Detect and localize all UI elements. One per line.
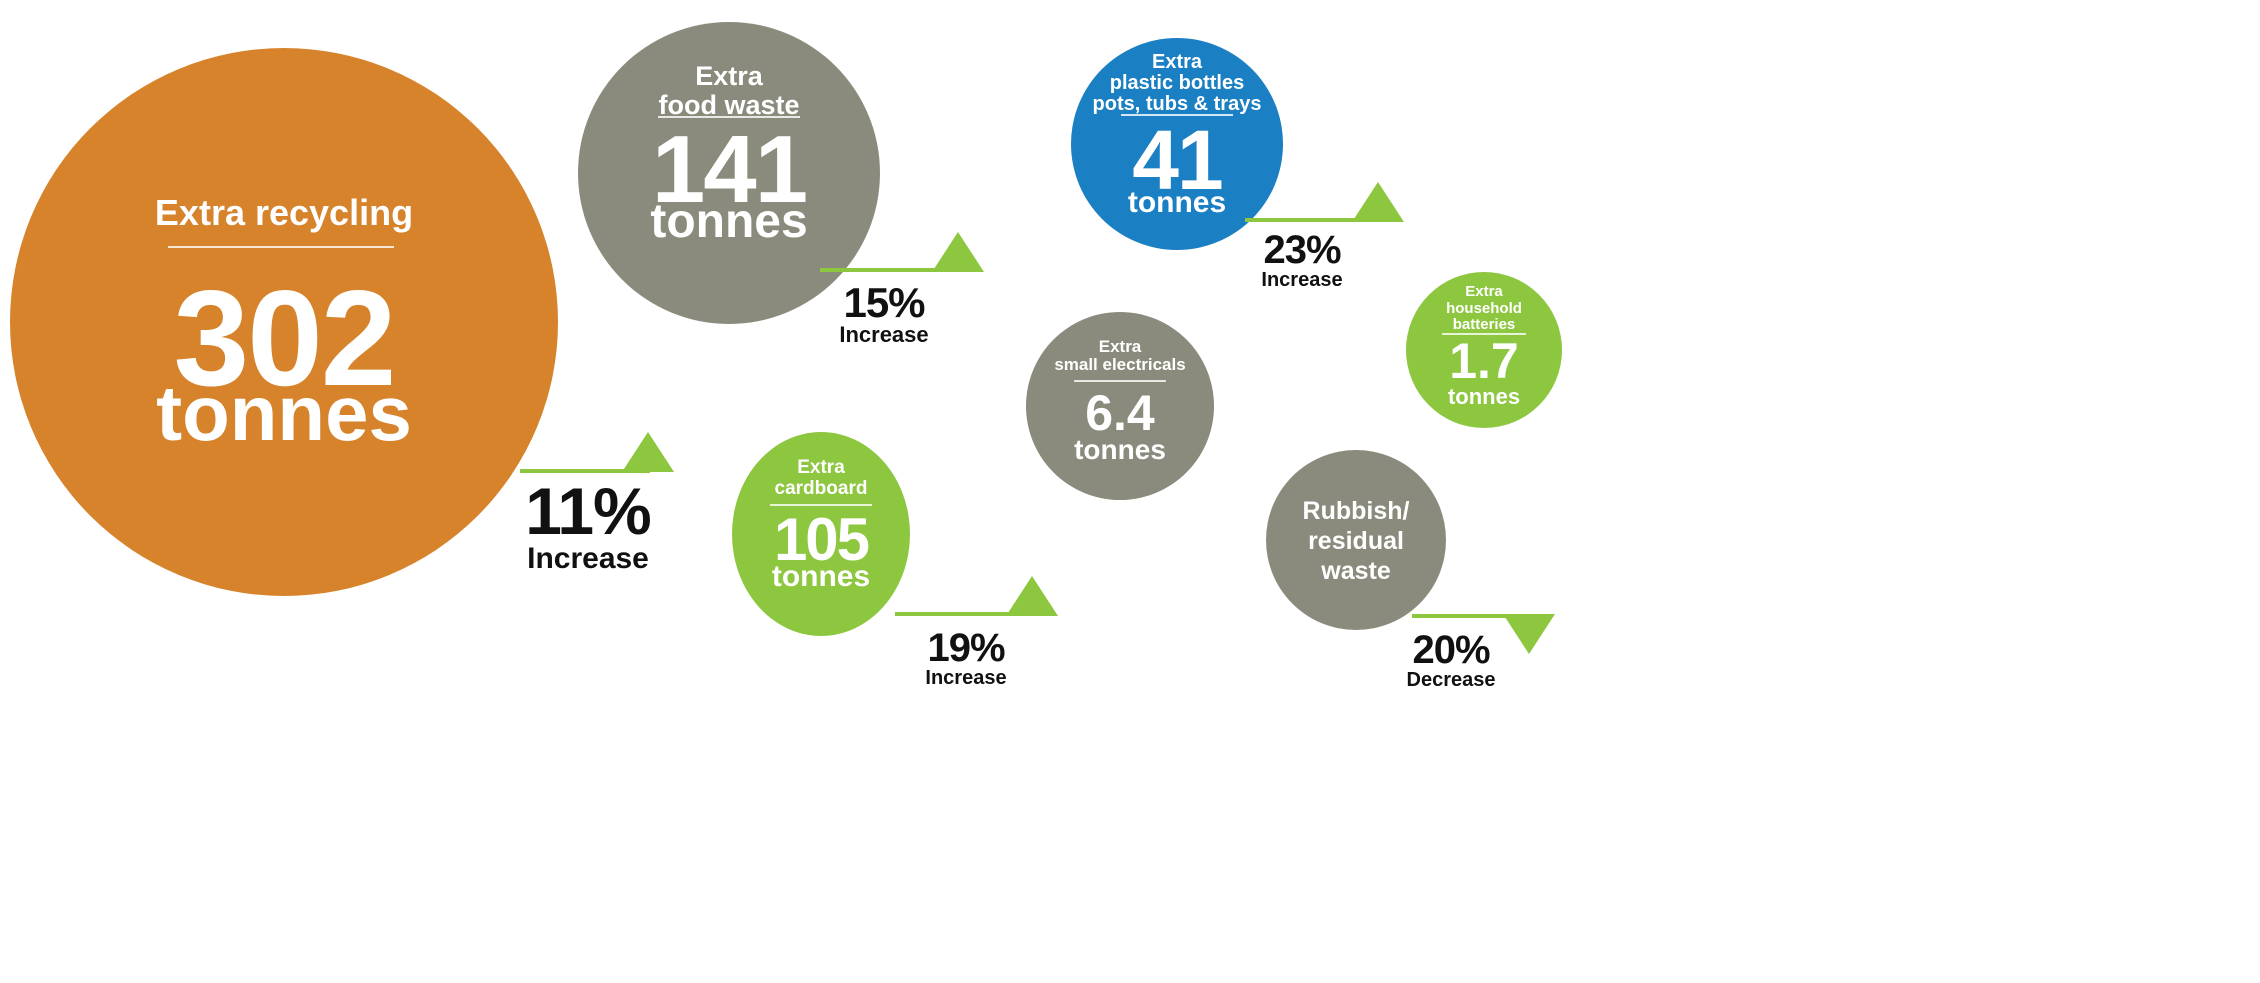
recycling-label: Extra recycling [154,192,414,233]
batteries-label-line-1: Extra [1465,283,1503,300]
cardboard-unit: tonnes [771,560,871,593]
food-waste-increase-arrow-icon [932,232,984,272]
recycling-change-direction: Increase [527,542,649,575]
cardboard-bubble: Extra cardboard 105 tonnes [732,432,910,636]
recycling-change-line [520,469,650,473]
cardboard-label-line-2: cardboard [774,477,868,499]
batteries-bubble: Extra household batteries 1.7 tonnes [1406,272,1562,428]
batteries-unit: tonnes [1447,384,1521,409]
cardboard-change: 19% Increase [916,628,1016,688]
food-waste-label-line-2: food waste [658,90,800,121]
food-waste-change-line [820,268,965,272]
electricals-label: Extra small electricals [1026,337,1214,375]
batteries-label: Extra household batteries [1406,283,1562,334]
electricals-label-line-1: Extra [1098,337,1142,356]
food-waste-value: 141 [651,116,808,223]
plastics-divider [1121,114,1233,116]
residual-waste-change-value: 20% [1412,628,1490,672]
batteries-label-line-3: batteries [1452,316,1516,333]
food-waste-change-value: 15% [843,279,925,326]
cardboard-value: 105 [773,506,870,573]
residual-waste-change-line [1412,614,1530,618]
cardboard-divider [770,504,872,506]
food-waste-label-line-1: Extra [695,61,763,91]
cardboard-change-value: 19% [927,626,1005,670]
plastics-change: 23% Increase [1250,230,1354,290]
recycling-unit: tonnes [156,369,412,457]
residual-waste-label-line-1: Rubbish/ [1302,497,1410,525]
cardboard-label: Extra cardboard [732,457,910,499]
plastics-change-value: 23% [1263,228,1341,272]
plastics-increase-arrow-icon [1352,182,1404,222]
cardboard-change-direction: Increase [925,667,1007,689]
recycling-change-value: 11% [525,474,651,548]
food-waste-change: 15% Increase [830,282,938,346]
plastics-change-line [1245,218,1385,222]
residual-waste-label-line-2: residual [1308,527,1404,555]
residual-waste-decrease-arrow-icon [1503,614,1555,654]
food-waste-bubble: Extra food waste 141 tonnes [578,22,880,324]
electricals-divider [1074,380,1166,382]
plastics-label-line-1: Extra [1151,51,1203,73]
residual-waste-label: Rubbish/ residual waste [1266,496,1446,586]
recycling-bubble: Extra recycling 302 tonnes [10,48,558,596]
plastics-unit: tonnes [1127,186,1227,219]
cardboard-increase-arrow-icon [1006,576,1058,616]
food-waste-divider [658,116,800,118]
cardboard-label-line-1: Extra [797,457,845,478]
batteries-label-line-2: household [1446,299,1522,317]
food-waste-unit: tonnes [650,195,808,248]
recycling-increase-arrow-icon [622,432,674,472]
residual-waste-label-line-3: waste [1321,557,1391,585]
food-waste-change-direction: Increase [839,322,929,347]
plastics-label-line-3: pots, tubs & trays [1092,92,1262,115]
recycling-divider [168,246,394,248]
electricals-label-line-2: small electricals [1054,355,1186,375]
plastics-value: 41 [1132,113,1223,207]
plastics-change-direction: Increase [1261,269,1343,291]
residual-waste-change: 20% Decrease [1402,630,1500,690]
food-waste-label: Extra food waste [578,61,880,121]
recycling-value: 302 [173,262,397,414]
recycling-change: 11% Increase [518,478,658,574]
residual-waste-bubble: Rubbish/ residual waste [1266,450,1446,630]
electricals-value: 6.4 [1085,385,1155,441]
batteries-value: 1.7 [1449,333,1519,389]
plastics-bubble: Extra plastic bottles pots, tubs & trays… [1071,38,1283,250]
batteries-divider [1442,333,1526,335]
plastics-label-line-2: plastic bottles [1109,71,1245,94]
residual-waste-change-direction: Decrease [1406,669,1496,691]
electricals-unit: tonnes [1074,434,1166,465]
cardboard-change-line [895,612,1035,616]
electricals-bubble: Extra small electricals 6.4 tonnes [1026,312,1214,500]
plastics-label: Extra plastic bottles pots, tubs & trays [1071,52,1283,114]
